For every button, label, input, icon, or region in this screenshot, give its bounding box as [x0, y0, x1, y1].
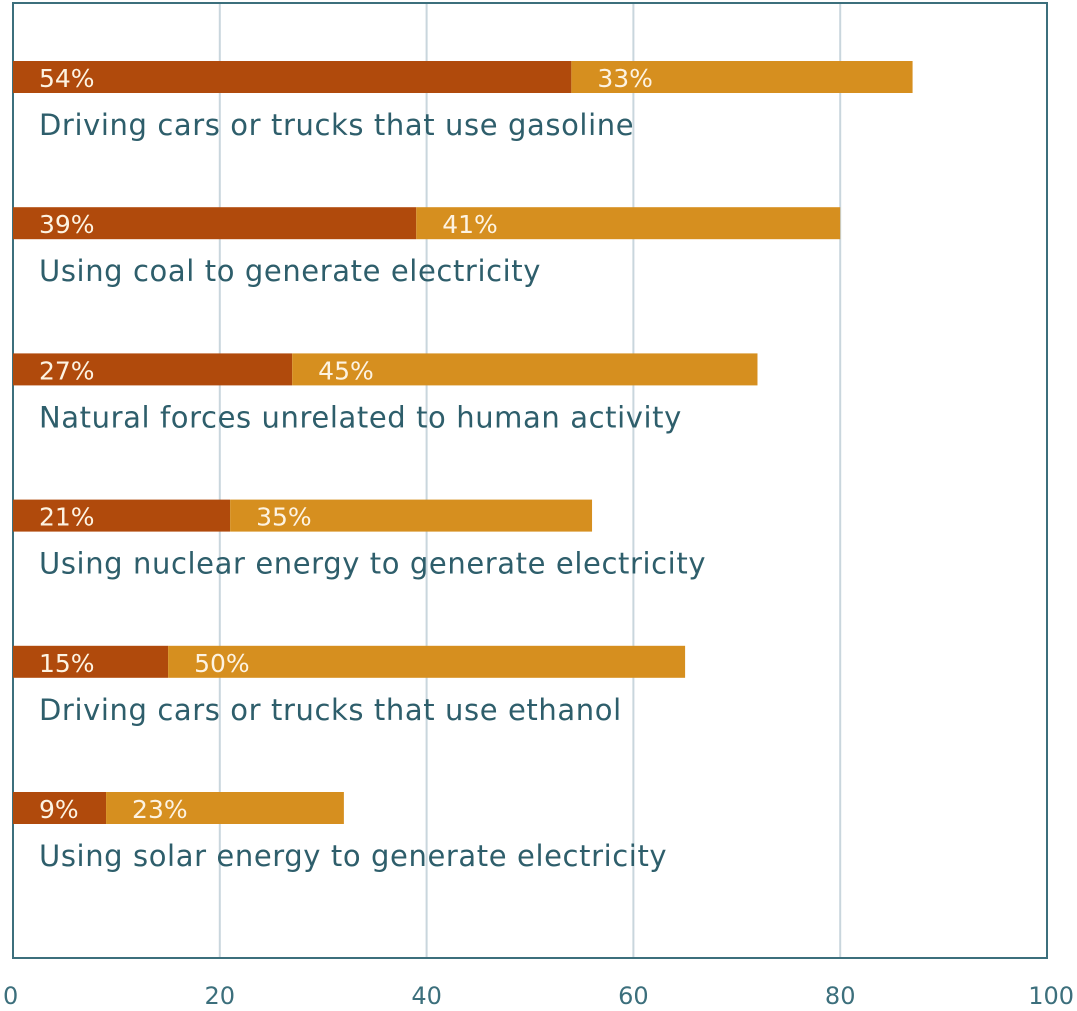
bar-segment-2 [168, 645, 686, 678]
plot-frame [12, 2, 1048, 959]
bar-segment-1 [13, 353, 293, 386]
x-tick-label: 0 [3, 982, 18, 1010]
x-tick-label: 60 [618, 982, 649, 1010]
bar-value-label: 27% [39, 356, 95, 385]
x-tick-label: 20 [205, 982, 236, 1010]
bar-value-label: 33% [597, 64, 653, 93]
x-tick-label: 100 [1028, 982, 1074, 1010]
x-tick-label: 80 [825, 982, 856, 1010]
bar-segment-2 [292, 353, 758, 386]
bar-value-label: 45% [318, 356, 374, 385]
bar-value-label: 21% [39, 503, 95, 532]
bar-value-label: 41% [442, 210, 498, 239]
bar-value-label: 54% [39, 64, 95, 93]
category-label: Using nuclear energy to generate electri… [39, 547, 706, 581]
bar-segment-1 [13, 207, 417, 240]
category-label: Using solar energy to generate electrici… [39, 839, 667, 873]
bar-value-label: 39% [39, 210, 95, 239]
bar-value-label: 15% [39, 649, 95, 678]
bar-segment-2 [571, 61, 913, 93]
category-label: Driving cars or trucks that use gasoline [39, 108, 634, 142]
bar-value-label: 35% [256, 503, 312, 532]
bar-segment-2 [230, 499, 593, 532]
bar-segment-2 [416, 207, 841, 240]
bar-segment-2 [106, 792, 344, 824]
bar-value-label: 50% [194, 649, 250, 678]
bar-segment-1 [13, 792, 107, 824]
bar-value-label: 9% [39, 795, 79, 824]
bar-segment-1 [13, 645, 169, 678]
x-tick-label: 40 [411, 982, 442, 1010]
category-label: Driving cars or trucks that use ethanol [39, 693, 622, 727]
bar-value-label: 23% [132, 795, 188, 824]
bar-segment-1 [13, 61, 572, 93]
category-label: Using coal to generate electricity [39, 254, 541, 288]
bar-segment-1 [13, 499, 231, 532]
category-label: Natural forces unrelated to human activi… [39, 400, 682, 434]
